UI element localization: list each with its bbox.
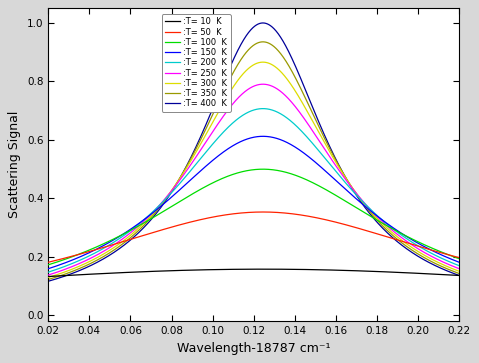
Line: :T= 250  K: :T= 250 K [48, 84, 459, 275]
:T= 250  K [46, 273, 51, 277]
:T= 50  K [62, 256, 68, 260]
:T= 150  K [246, 136, 252, 140]
Line: :T= 100  K: :T= 100 K [48, 169, 459, 265]
:T= 10  K [246, 267, 252, 272]
Line: :T= 200  K: :T= 200 K [48, 109, 459, 272]
Line: :T= 400  K: :T= 400 K [48, 23, 459, 281]
:T= 350  K [456, 271, 462, 276]
:T= 400  K [47, 278, 53, 283]
:T= 150  K [46, 266, 51, 271]
:T= 100  K [260, 167, 266, 171]
:T= 100  K [246, 168, 252, 172]
Line: :T= 300  K: :T= 300 K [48, 62, 459, 277]
Line: :T= 50  K: :T= 50 K [48, 212, 459, 262]
:T= 350  K [126, 237, 132, 241]
:T= 10  K [46, 274, 51, 279]
Line: :T= 350  K: :T= 350 K [48, 42, 459, 280]
:T= 350  K [47, 277, 53, 281]
:T= 350  K [46, 277, 51, 282]
:T= 400  K [456, 273, 462, 278]
:T= 400  K [46, 279, 51, 284]
:T= 100  K [47, 262, 53, 266]
:T= 350  K [260, 40, 266, 44]
:T= 250  K [126, 232, 132, 236]
:T= 200  K [46, 270, 51, 274]
:T= 250  K [260, 82, 266, 86]
:T= 50  K [456, 256, 462, 260]
:T= 50  K [260, 210, 266, 214]
:T= 50  K [126, 238, 132, 242]
:T= 200  K [47, 269, 53, 274]
:T= 10  K [62, 273, 68, 278]
Legend: :T= 10  K, :T= 50  K, :T= 100  K, :T= 150  K, :T= 200  K, :T= 250  K, :T= 300  K: :T= 10 K, :T= 50 K, :T= 100 K, :T= 150 K… [162, 14, 231, 112]
:T= 350  K [434, 262, 440, 267]
:T= 10  K [260, 267, 266, 271]
Line: :T= 10  K: :T= 10 K [48, 269, 459, 277]
:T= 300  K [434, 260, 440, 264]
:T= 250  K [70, 264, 76, 269]
:T= 10  K [126, 270, 132, 274]
:T= 150  K [62, 261, 68, 265]
:T= 200  K [456, 264, 462, 268]
:T= 400  K [434, 264, 440, 269]
:T= 250  K [246, 86, 252, 91]
:T= 150  K [70, 258, 76, 262]
:T= 300  K [126, 234, 132, 239]
:T= 250  K [456, 266, 462, 271]
:T= 100  K [456, 257, 462, 261]
:T= 400  K [246, 30, 252, 34]
:T= 300  K [456, 269, 462, 273]
:T= 150  K [434, 251, 440, 255]
:T= 200  K [70, 261, 76, 265]
:T= 200  K [260, 106, 266, 111]
:T= 10  K [47, 274, 53, 278]
:T= 300  K [246, 66, 252, 70]
:T= 200  K [246, 110, 252, 114]
Y-axis label: Scattering Signal: Scattering Signal [8, 111, 22, 219]
:T= 150  K [47, 266, 53, 270]
X-axis label: Wavelength-18787 cm⁻¹: Wavelength-18787 cm⁻¹ [177, 342, 331, 355]
:T= 150  K [126, 228, 132, 233]
:T= 300  K [47, 275, 53, 279]
:T= 300  K [46, 275, 51, 280]
:T= 350  K [70, 269, 76, 273]
:T= 10  K [70, 273, 76, 277]
:T= 50  K [434, 250, 440, 254]
:T= 50  K [246, 210, 252, 215]
:T= 350  K [246, 47, 252, 51]
:T= 250  K [434, 257, 440, 261]
:T= 100  K [46, 263, 51, 267]
:T= 10  K [456, 273, 462, 278]
:T= 100  K [70, 254, 76, 259]
:T= 250  K [47, 272, 53, 277]
:T= 300  K [62, 270, 68, 274]
Line: :T= 150  K: :T= 150 K [48, 136, 459, 269]
:T= 100  K [126, 229, 132, 233]
:T= 250  K [62, 267, 68, 272]
:T= 100  K [434, 248, 440, 253]
:T= 400  K [70, 271, 76, 276]
:T= 50  K [70, 254, 76, 258]
:T= 400  K [62, 274, 68, 278]
:T= 350  K [62, 272, 68, 276]
:T= 150  K [456, 260, 462, 264]
:T= 150  K [260, 134, 266, 139]
:T= 300  K [260, 60, 266, 64]
:T= 50  K [46, 260, 51, 264]
:T= 200  K [434, 254, 440, 258]
:T= 10  K [434, 272, 440, 277]
:T= 100  K [62, 257, 68, 261]
:T= 50  K [47, 260, 53, 264]
:T= 300  K [70, 267, 76, 271]
:T= 400  K [260, 21, 266, 25]
:T= 200  K [126, 230, 132, 234]
:T= 200  K [62, 264, 68, 268]
:T= 400  K [126, 239, 132, 244]
